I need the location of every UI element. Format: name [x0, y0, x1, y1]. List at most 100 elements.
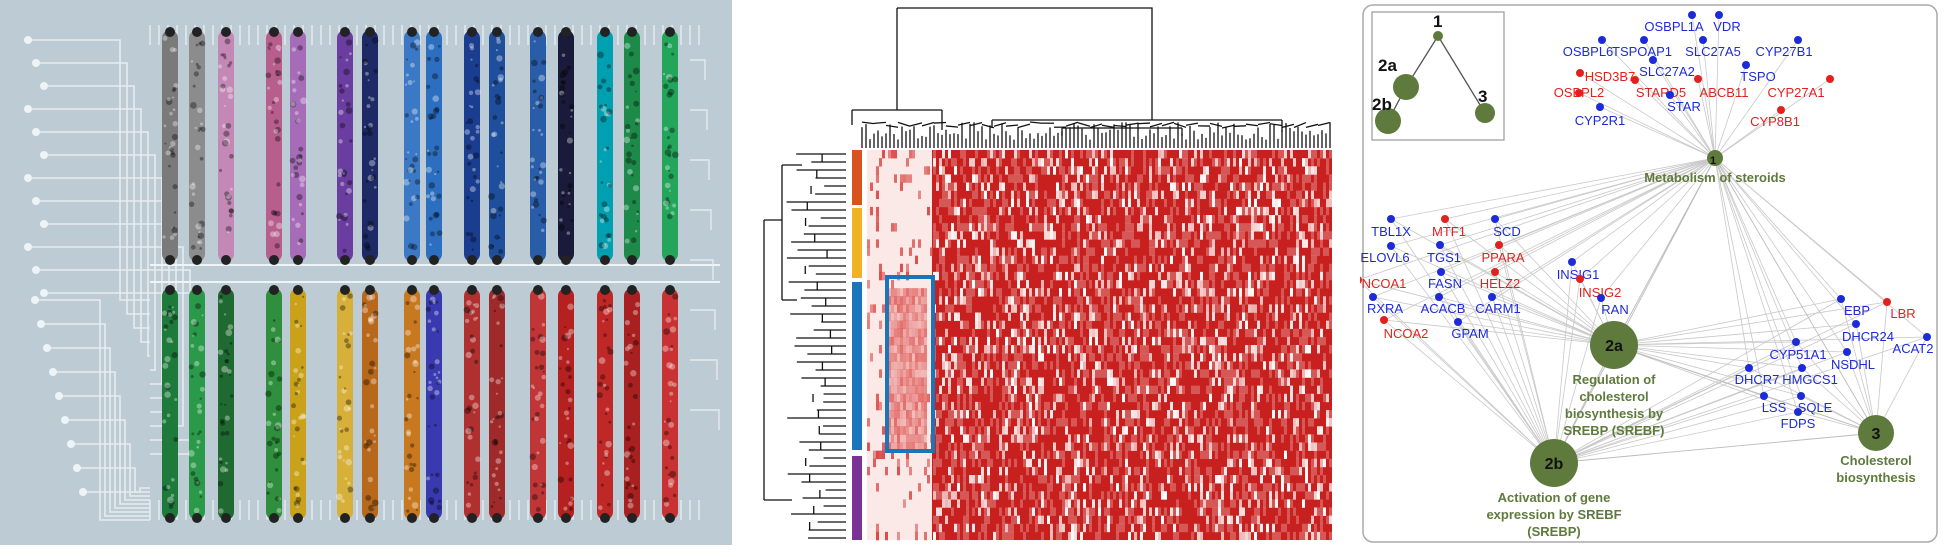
- circuit-pad: [31, 296, 39, 304]
- gene-dot: [1488, 293, 1496, 301]
- hub-2b-label-line-3: (SREBP): [1527, 524, 1580, 539]
- gene-label: CYP27B1: [1755, 44, 1812, 59]
- group-color-bar: [852, 208, 862, 278]
- gene-dot: [1745, 364, 1753, 372]
- gene-label: FDPS: [1781, 416, 1816, 431]
- tissue-slide-icon: [558, 27, 574, 265]
- tree-label-1: 1: [1433, 12, 1442, 31]
- circuit-pad: [67, 440, 75, 448]
- gene-dot: [1792, 338, 1800, 346]
- gene-label: NCOA1: [1362, 276, 1407, 291]
- tree-node-2a: [1393, 74, 1419, 100]
- tissue-slide-icon: [189, 27, 206, 265]
- gene-label: ACAT2: [1893, 341, 1934, 356]
- gene-label: CYP2R1: [1575, 113, 1626, 128]
- tissue-slide-icon: [623, 27, 640, 265]
- gene-dot: [1843, 348, 1851, 356]
- gene-label: STAR: [1667, 99, 1701, 114]
- gene-label: SQLE: [1798, 400, 1833, 415]
- tissue-slide-icon: [662, 27, 679, 265]
- tree-label-2b: 2b: [1372, 95, 1392, 114]
- tree-node-1: [1433, 31, 1443, 41]
- circuit-board-icon: [0, 0, 732, 545]
- gene-label: MTF1: [1432, 224, 1466, 239]
- circuit-pad: [32, 266, 40, 274]
- circuit-pad: [43, 344, 51, 352]
- dendrogram-icon: [764, 154, 846, 538]
- hub-3-label-line-1: Cholesterol: [1840, 453, 1912, 468]
- circuit-pad: [24, 36, 32, 44]
- circuit-pad: [73, 464, 81, 472]
- circuit-pad: [55, 392, 63, 400]
- tree-node-3: [1475, 103, 1495, 123]
- gene-label: DHCR7: [1735, 372, 1780, 387]
- gene-label: SCD: [1493, 224, 1520, 239]
- circuit-pad: [24, 243, 32, 251]
- gene-dot: [1640, 36, 1648, 44]
- gene-dot: [1435, 293, 1443, 301]
- gene-dot: [1797, 392, 1805, 400]
- gene-dot: [1826, 75, 1834, 83]
- gene-label: EBP: [1844, 303, 1870, 318]
- gene-label: FASN: [1428, 276, 1462, 291]
- gene-dot: [1597, 294, 1605, 302]
- circuit-pad: [40, 220, 48, 228]
- gene-dot: [1688, 11, 1696, 19]
- gene-label: CYP8B1: [1750, 114, 1800, 129]
- gene-dot: [1491, 215, 1499, 223]
- tissue-slide-icon: [623, 285, 640, 523]
- circuit-pad: [61, 416, 69, 424]
- gene-label: CYP27A1: [1767, 85, 1824, 100]
- gene-dot: [1454, 318, 1462, 326]
- gene-label: TSPO: [1740, 69, 1775, 84]
- gene-dot: [1576, 69, 1584, 77]
- gene-dot: [1798, 364, 1806, 372]
- tissue-slide-icon: [662, 285, 678, 523]
- gene-label: NCOA2: [1384, 326, 1429, 341]
- tissue-slide-icon: [336, 285, 353, 523]
- circuit-pad: [24, 174, 32, 182]
- gene-dot: [1715, 11, 1723, 19]
- group-color-bar: [852, 456, 862, 540]
- pathway-network-panel: 1 2a 2b 3 1 Metabolism of steroids 2a Re…: [1360, 0, 1944, 552]
- gene-label: TBL1X: [1371, 224, 1411, 239]
- tissue-slide-icon: [290, 27, 307, 265]
- tissue-slide-icon: [362, 285, 379, 523]
- gene-label: RAN: [1601, 302, 1628, 317]
- gene-dot: [1491, 268, 1499, 276]
- hub-2a-label-line-3: biosynthesis by: [1565, 406, 1664, 421]
- gene-label: CYP51A1: [1769, 347, 1826, 362]
- tissue-slide-icon: [558, 285, 574, 523]
- gene-dot: [1631, 76, 1639, 84]
- tissue-slide-icon: [426, 285, 442, 523]
- gene-dot: [1387, 242, 1395, 250]
- gene-dot: [1694, 75, 1702, 83]
- hub-2a-label-line-2: cholesterol: [1579, 389, 1648, 404]
- circuit-pad: [40, 289, 48, 297]
- group-color-bar: [852, 282, 862, 450]
- gene-dot: [1598, 36, 1606, 44]
- tissue-slide-icon: [489, 285, 505, 523]
- circuit-pad: [79, 488, 87, 496]
- gene-label: LSS: [1762, 400, 1787, 415]
- gene-label: GPAM: [1451, 326, 1488, 341]
- circuit-pad: [49, 368, 57, 376]
- circuit-slides-panel: [0, 0, 732, 545]
- gene-dot: [1596, 103, 1604, 111]
- tissue-slide-icon: [464, 285, 481, 523]
- gene-dot: [1794, 36, 1802, 44]
- gene-dot: [1576, 275, 1584, 283]
- gene-label: SLC27A5: [1685, 44, 1741, 59]
- tissue-slide-icon: [265, 285, 282, 523]
- hub-2a-label-line-4: SREBP (SREBF): [1564, 423, 1665, 438]
- gene-dot: [1852, 320, 1860, 328]
- tissue-slide-icon: [162, 285, 178, 523]
- group-color-bar: [852, 150, 862, 205]
- tissue-slide-icon: [362, 27, 378, 265]
- gene-label: VDR: [1713, 19, 1740, 34]
- heatmap-icon: [742, 0, 1334, 545]
- gene-dot: [1666, 91, 1674, 99]
- tissue-slide-icon: [530, 27, 547, 265]
- tissue-slide-icon: [188, 285, 206, 523]
- gene-dot: [1923, 333, 1931, 341]
